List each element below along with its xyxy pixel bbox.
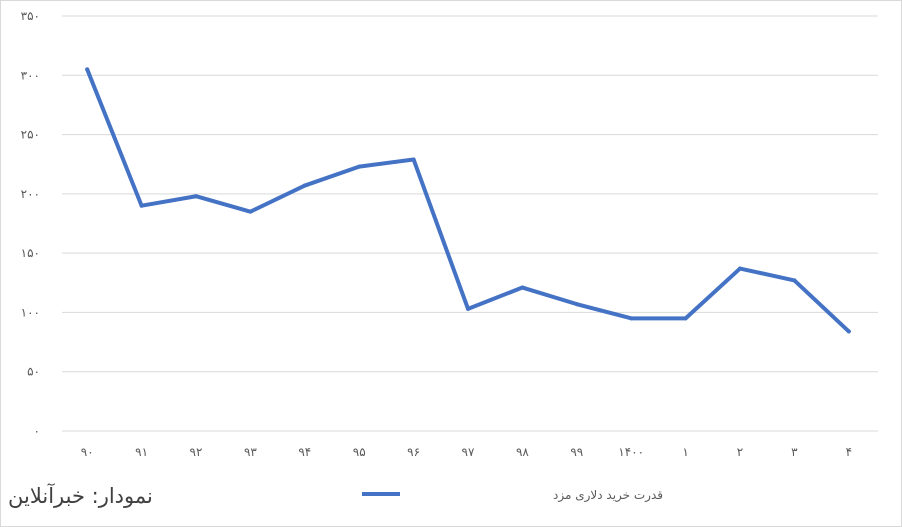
data-point [139, 203, 144, 208]
y-tick-label: ۳۵۰ [21, 9, 40, 23]
y-tick-label: ۳۰۰ [21, 68, 40, 82]
data-point [248, 209, 253, 214]
x-tick-label: ۹۱ [135, 445, 148, 459]
y-axis-ticks: ۰ ۵۰ ۱۰۰ ۱۵۰ ۲۰۰ ۲۵۰ ۳۰۰ ۳۵۰ [21, 9, 40, 438]
y-tick-label: ۱۰۰ [21, 305, 40, 319]
legend: قدرت خرید دلاری مزد [362, 488, 663, 503]
x-tick-label: ۹۸ [516, 445, 529, 459]
x-tick-label: ۹۹ [570, 445, 583, 459]
x-tick-label: ۹۳ [244, 445, 257, 459]
y-tick-label: ۰ [34, 424, 40, 438]
legend-label: قدرت خرید دلاری مزد [553, 488, 663, 503]
data-point [846, 329, 851, 334]
x-tick-label: ۹۷ [462, 445, 475, 459]
x-tick-label: ۴ [846, 445, 852, 459]
y-tick-label: ۱۵۰ [21, 246, 40, 260]
y-tick-label: ۵۰ [27, 365, 40, 379]
gridlines [62, 15, 878, 432]
x-tick-label: ۱ [682, 445, 688, 459]
data-point [85, 67, 90, 72]
x-tick-label: ۳ [791, 445, 798, 459]
data-point [466, 306, 470, 311]
data-point [683, 316, 688, 321]
x-tick-label: ۹۰ [81, 445, 94, 459]
data-point [738, 266, 742, 271]
data-point [302, 183, 307, 188]
credit-text: نمودار: خبرآنلاین [8, 484, 153, 508]
data-point [357, 164, 362, 169]
x-tick-label: ۱۴۰۰ [618, 445, 644, 459]
x-tick-label: ۹۶ [407, 445, 420, 459]
data-point [194, 194, 198, 199]
x-tick-label: ۹۵ [353, 445, 366, 459]
data-point [792, 278, 797, 283]
data-point [629, 316, 634, 321]
series-group [85, 67, 851, 334]
x-tick-label: ۲ [737, 445, 743, 459]
y-tick-label: ۲۵۰ [21, 128, 40, 142]
series-line [85, 67, 851, 334]
data-point [411, 157, 416, 162]
x-tick-label: ۹۴ [298, 445, 311, 459]
data-point [520, 285, 525, 290]
x-axis-ticks: ۹۰ ۹۱ ۹۲ ۹۳ ۹۴ ۹۵ ۹۶ ۹۷ ۹۸ ۹۹ ۱۴۰۰ ۱ ۲ ۳ ۴ [81, 445, 852, 459]
x-tick-label: ۹۲ [190, 445, 203, 459]
data-point [574, 302, 579, 307]
y-tick-label: ۲۰۰ [21, 187, 40, 201]
